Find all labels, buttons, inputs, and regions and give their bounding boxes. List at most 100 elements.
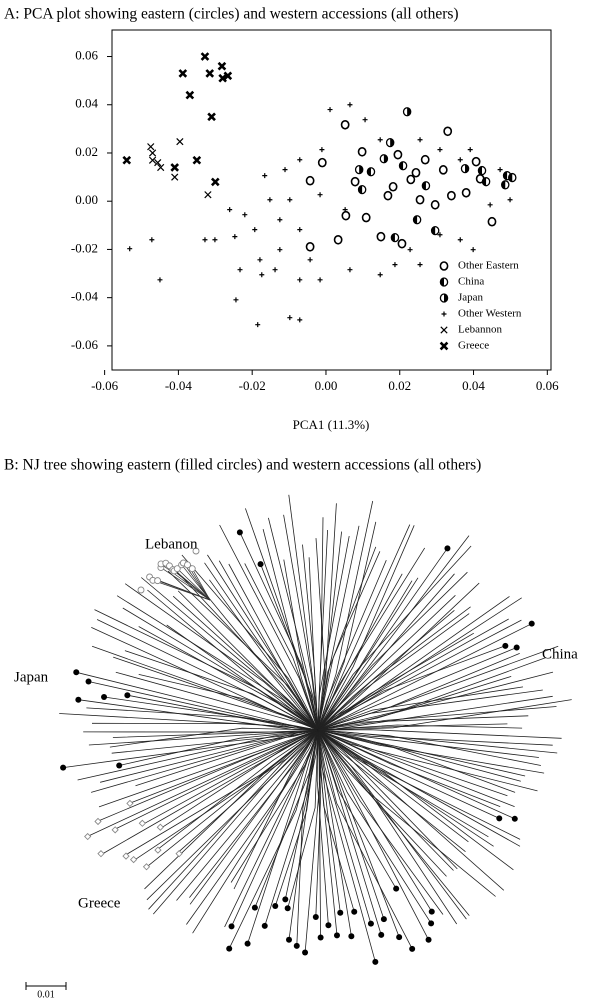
point [467,147,473,153]
plot-frame [111,29,552,371]
tree-branch [317,723,508,731]
tip-filled [348,933,355,940]
marker-part [377,272,383,278]
tip-filled [73,669,80,676]
point [430,200,440,210]
marker-part [411,167,421,178]
tree-branch [317,729,447,877]
tree-branch [284,729,319,900]
tree-branch [233,729,319,890]
point [383,190,393,201]
marker-part [217,61,227,71]
point [457,237,463,243]
tree-branch [317,729,541,766]
point [262,173,268,179]
marker-part [341,210,351,221]
tree-branch [317,715,529,731]
marker-part [406,174,416,185]
tip-filled [75,696,82,703]
marker-part [439,261,449,271]
point [340,119,350,130]
marker-part [376,231,386,242]
tip-filled [261,922,268,929]
tree-branch [317,632,475,731]
tree-branch [317,689,543,731]
point [377,137,383,143]
tree-branch [317,729,372,924]
tree-branch [317,647,517,731]
marker-part [148,156,157,164]
marker-part [358,185,363,194]
marker-part [297,277,303,283]
point [267,197,273,203]
tree-branch [199,586,319,731]
tree-branch [274,729,319,907]
point [350,176,360,187]
point [406,174,416,185]
tree-title: B: NJ tree showing eastern (filled circl… [4,457,481,474]
tip-diamond [142,863,151,871]
point [259,272,265,278]
point [297,277,303,283]
point [210,177,220,187]
tip-diamond [97,849,105,858]
legend-label: Japan [458,292,484,304]
tip-filled [272,903,279,910]
y-tick-label: 0.00 [75,192,98,207]
point [227,207,233,213]
point [420,154,430,165]
tree-branch [183,562,211,601]
tree-branch [304,729,321,953]
tree-branch [186,729,319,925]
tip-diamond [175,850,183,858]
point [487,202,493,208]
tip-diamond [84,832,92,841]
point [157,163,165,172]
tree-branch [91,645,319,731]
tree-branch [317,546,377,731]
marker-part [319,147,325,153]
marker-part [507,197,513,203]
tip-filled [124,692,131,699]
y-tick-label: 0.02 [75,144,98,159]
marker-part [204,191,212,199]
tree-branch [76,671,319,731]
point [443,126,453,137]
tree-branch [111,729,319,754]
tree-branch [317,729,505,891]
marker-part [415,194,425,205]
marker-part [359,165,363,174]
tip-filled [293,942,300,949]
tree-branch [317,686,524,731]
x-axis-label: PCA1 (11.3%) [293,417,370,432]
point [407,247,413,253]
tip-filled [60,764,67,771]
point [257,257,263,263]
tip-filled [396,934,403,941]
marker-part [471,156,481,167]
tip-filled [409,945,416,952]
tree-branch [176,729,319,901]
marker-part [430,200,440,210]
point [497,167,503,173]
tree-branch [96,619,319,731]
tip-filled [236,529,243,536]
point [357,146,367,157]
tree-branch [317,729,514,871]
point [379,154,389,164]
point [255,322,261,328]
marker-part [157,277,163,283]
x-tick-label: 0.04 [462,378,485,393]
tree-branch [317,595,456,731]
legend-marker [439,341,449,351]
marker-part [417,137,423,143]
tree-branch [317,577,419,731]
marker-part [178,69,188,78]
point [327,107,333,113]
tip-filled [226,945,233,952]
tree-branch [146,729,319,901]
tip-filled [351,908,358,915]
marker-part [317,192,323,198]
tip-filled [393,885,400,892]
